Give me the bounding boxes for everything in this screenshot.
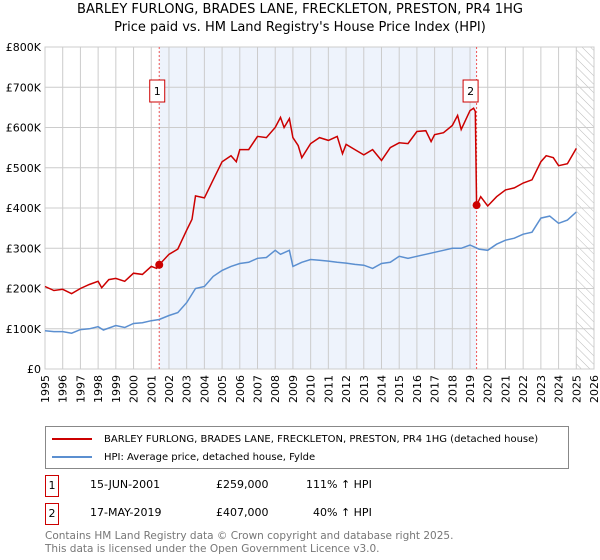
hpi-series-line: [44, 211, 577, 334]
chart-title: BARLEY FURLONG, BRADES LANE, FRECKLETON,…: [77, 2, 523, 17]
y-tick-label: £700K: [6, 81, 42, 94]
x-tick-label: 2005: [216, 375, 229, 403]
legend-item-hpi: HPI: Average price, detached house, Fyld…: [52, 450, 315, 464]
sale-marker: 2: [45, 503, 59, 525]
y-tick-label: £600K: [6, 122, 42, 135]
x-tick-label: 2017: [429, 375, 442, 403]
x-tick-label: 2008: [269, 375, 282, 403]
x-tick-label: 2004: [198, 375, 211, 403]
y-tick-label: £100K: [6, 323, 42, 336]
x-tick-label: 2019: [464, 375, 477, 403]
sale-marker: 1: [45, 475, 59, 497]
x-tick-label: 2025: [570, 375, 583, 403]
x-tick-label: 2003: [181, 375, 194, 403]
x-tick-label: 2002: [163, 375, 176, 403]
sale-label: 2: [467, 85, 474, 98]
x-tick-label: 2023: [535, 375, 548, 403]
x-tick-label: 1998: [92, 375, 105, 403]
sale-point: [155, 260, 164, 269]
legend-swatch: [52, 438, 92, 440]
x-tick-label: 2016: [411, 375, 424, 403]
x-tick-label: 2006: [234, 375, 247, 403]
legend-swatch: [52, 456, 92, 458]
y-tick-label: £200K: [6, 283, 42, 296]
sale-label: 1: [154, 85, 161, 98]
legend-label: HPI: Average price, detached house, Fyld…: [104, 451, 316, 463]
sale-label-box: [462, 79, 479, 103]
y-tick-label: £0: [27, 363, 41, 376]
x-tick-label: 2020: [482, 375, 495, 403]
x-tick-label: 2015: [393, 375, 406, 403]
chart-subtitle: Price paid vs. HM Land Registry's House …: [114, 20, 486, 35]
sale-label-box: [149, 79, 166, 103]
footer: Contains HM Land Registry data © Crown c…: [45, 530, 453, 556]
sale-date: 15-JUN-2001: [90, 478, 161, 491]
sale-date: 17-MAY-2019: [90, 506, 162, 519]
x-tick-label: 2011: [322, 375, 335, 403]
legend-item-property: BARLEY FURLONG, BRADES LANE, FRECKLETON,…: [52, 432, 538, 446]
sale-point: [472, 201, 481, 210]
y-tick-label: £500K: [6, 162, 42, 175]
price-chart: 1995 1996 1997 1998 1999 2000 2001 2002 2003 2004…: [6, 41, 600, 403]
x-tick-label: 2022: [517, 375, 530, 403]
x-tick-label: 2026: [588, 375, 600, 403]
x-tick-label: 2018: [446, 375, 459, 403]
x-tick-label: 2001: [145, 375, 158, 403]
x-tick-label: 2024: [553, 375, 566, 403]
x-tick-label: 2010: [305, 375, 318, 403]
sale-hpi: 40% ↑ HPI: [313, 506, 372, 519]
x-tick-label: 2000: [128, 375, 141, 403]
x-tick-label: 2013: [358, 375, 371, 403]
x-tick-label: 2012: [340, 375, 353, 403]
footer-copyright: Contains HM Land Registry data © Crown c…: [45, 530, 454, 542]
y-tick-label: £400K: [6, 202, 42, 215]
y-tick-label: £300K: [6, 242, 42, 255]
sale-price: £259,000: [216, 478, 269, 491]
x-tick-label: 1997: [74, 375, 87, 403]
sale-hpi: 111% ↑ HPI: [306, 478, 372, 491]
property-series-line: [44, 107, 577, 295]
x-tick-label: 1995: [39, 375, 52, 403]
x-tick-label: 2007: [252, 375, 265, 403]
x-tick-label: 1996: [57, 375, 70, 403]
plot-frame: [44, 46, 595, 370]
footer-licence: This data is licensed under the Open Gov…: [45, 543, 380, 555]
x-tick-label: 2014: [375, 375, 388, 403]
legend-label: BARLEY FURLONG, BRADES LANE, FRECKLETON,…: [104, 433, 539, 445]
x-tick-label: 2021: [499, 375, 512, 403]
x-tick-label: 2009: [287, 375, 300, 403]
x-tick-label: 1999: [110, 375, 123, 403]
y-tick-label: £800K: [6, 41, 42, 54]
sale-price: £407,000: [216, 506, 269, 519]
legend: BARLEY FURLONG, BRADES LANE, FRECKLETON,…: [45, 426, 569, 469]
